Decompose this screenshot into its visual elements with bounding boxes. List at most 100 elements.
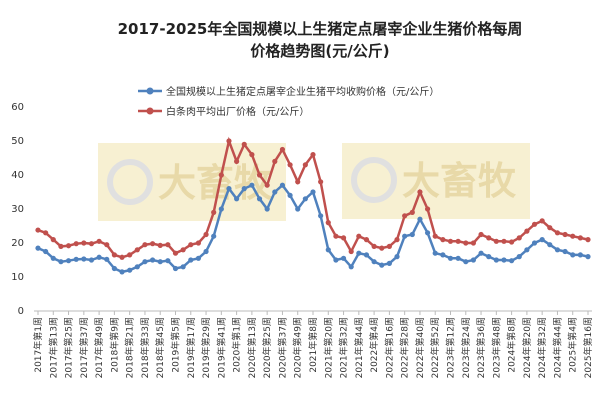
data-point (35, 245, 41, 251)
x-tick-label: 2022年第16周 (383, 317, 395, 378)
data-point (58, 243, 64, 249)
data-point (111, 252, 117, 258)
data-point (203, 231, 209, 238)
x-tick-label: 2017年第37周 (78, 317, 90, 378)
x-tick-label: 2020年第1周 (231, 317, 243, 373)
y-tick-label: 20 (11, 238, 24, 249)
data-point (149, 241, 156, 247)
data-point (363, 237, 370, 243)
data-point (279, 182, 286, 188)
data-point (249, 152, 255, 158)
data-point (325, 220, 331, 226)
data-point (363, 252, 370, 258)
data-point (279, 146, 286, 153)
data-point (547, 242, 553, 248)
data-point (165, 258, 171, 264)
x-tick-label: 2019年第29周 (200, 317, 212, 378)
data-point (241, 186, 247, 192)
data-point (371, 259, 377, 265)
data-point (195, 240, 202, 246)
data-point (470, 257, 477, 263)
data-point (272, 189, 278, 195)
watermark-logo (351, 157, 397, 203)
data-point (417, 189, 423, 195)
x-tick-label: 2020年第13周 (246, 317, 258, 378)
data-point (501, 257, 507, 263)
y-tick-label: 40 (11, 170, 24, 181)
data-point (119, 269, 125, 275)
data-point (325, 247, 331, 253)
x-tick-label: 2020年第49周 (292, 317, 304, 378)
data-point (539, 218, 545, 224)
data-point (88, 241, 95, 247)
data-point (256, 172, 263, 178)
data-point (486, 254, 492, 260)
x-tick-label: 2019年第17周 (185, 317, 197, 378)
data-point (211, 233, 217, 239)
x-tick-label: 2022年第4周 (368, 317, 380, 373)
data-point (134, 247, 140, 253)
data-point (203, 248, 209, 255)
x-tick-label: 2022年第52周 (429, 317, 441, 378)
data-point (531, 221, 538, 227)
x-tick-label: 2019年第41周 (215, 317, 227, 378)
data-point (81, 256, 87, 262)
x-tick-label: 2021年第20周 (322, 317, 334, 378)
data-point (180, 247, 186, 253)
x-tick-label: 2019年第5周 (170, 317, 182, 373)
x-tick-label: 2017年第49周 (93, 317, 105, 378)
data-point (394, 254, 400, 260)
data-point (65, 258, 72, 264)
data-point (218, 206, 224, 212)
x-tick-label: 2024年第32周 (536, 317, 548, 378)
x-tick-label: 2020年第37周 (276, 317, 288, 378)
data-point (256, 196, 263, 202)
y-tick-label: 60 (11, 102, 24, 113)
data-point (402, 213, 408, 219)
x-tick-label: 2021年第44周 (353, 317, 365, 378)
data-point (348, 248, 354, 255)
data-point (88, 257, 95, 263)
data-point (570, 252, 576, 258)
data-point (157, 259, 163, 265)
data-point (295, 179, 301, 185)
data-point (249, 182, 255, 188)
data-point (96, 254, 102, 260)
x-tick-label: 2017年第25周 (63, 317, 75, 378)
data-point (478, 250, 484, 256)
x-tick-label: 2025年第16周 (582, 317, 594, 378)
data-point (111, 265, 117, 272)
data-point (302, 196, 308, 202)
x-tick-label: 2023年第12周 (445, 317, 457, 378)
x-tick-label: 2018年第45周 (154, 317, 166, 378)
data-point (386, 260, 392, 266)
data-point (570, 233, 576, 239)
data-point (432, 250, 438, 256)
chart-title: 价格趋势图(元/公斤) (250, 42, 389, 60)
x-tick-label: 2024年第44周 (551, 317, 563, 378)
data-point (318, 213, 324, 219)
x-tick-label: 2022年第28周 (399, 317, 411, 378)
watermark-box (98, 143, 286, 221)
data-point (493, 238, 499, 244)
data-point (340, 235, 347, 241)
data-point (333, 257, 339, 263)
data-point (226, 186, 232, 192)
data-point (272, 158, 278, 164)
x-tick-label: 2017年第1周 (32, 317, 44, 373)
data-point (58, 259, 64, 265)
data-point (509, 258, 515, 264)
data-point (432, 233, 438, 239)
data-point (188, 257, 194, 263)
x-tick-label: 2020年第25周 (261, 317, 273, 378)
x-tick-label: 2022年第40周 (414, 317, 426, 378)
data-point (440, 237, 446, 243)
legend-label: 全国规模以上生猪定点屠宰企业生猪平均收购价格（元/公斤） (166, 85, 439, 98)
data-point (149, 257, 156, 263)
data-point (424, 206, 431, 212)
data-point (104, 256, 110, 262)
data-point (386, 243, 392, 249)
x-tick-label: 2021年第32周 (338, 317, 350, 378)
x-tick-label: 2023年第24周 (460, 317, 472, 378)
